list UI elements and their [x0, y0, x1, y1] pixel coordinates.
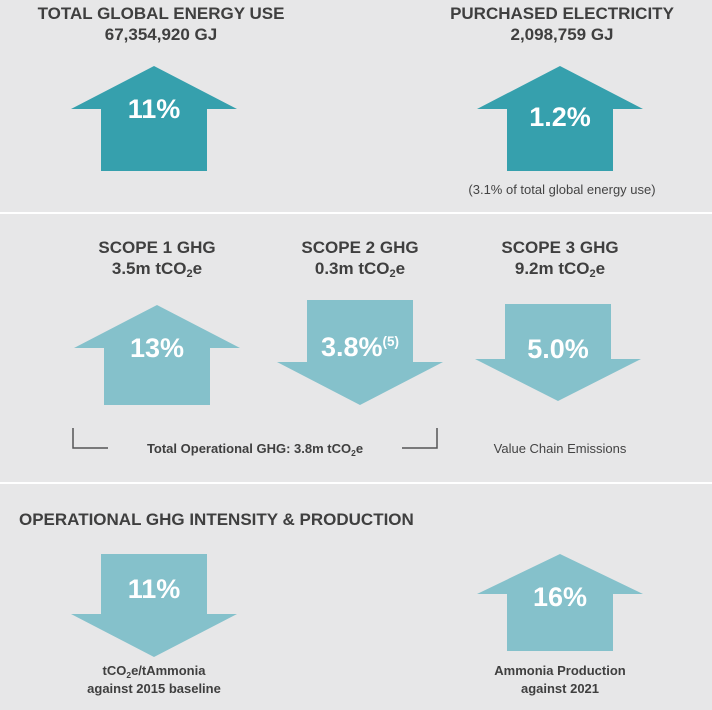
scope3-title-text: SCOPE 3 GHG	[501, 238, 619, 257]
scope2-percent-text: 3.8%	[320, 332, 383, 362]
arrow-down-icon: 11%	[71, 554, 237, 657]
intensity-left-caption-line2: against 2015 baseline	[87, 681, 221, 696]
scope2-value-prefix: 0.3m tCO	[314, 259, 390, 278]
scope2-value-sub: 2	[389, 268, 396, 280]
electricity-percent: 1.2%	[529, 102, 591, 132]
total-energy-title: TOTAL GLOBAL ENERGY USE 67,354,920 GJ	[0, 3, 322, 45]
arrow-down-icon: 3.8%(5)	[277, 300, 443, 405]
arrow-up-icon: 1.2%	[477, 66, 643, 171]
scope1-value-suffix: e	[192, 259, 203, 278]
scope1-percent: 13%	[129, 333, 185, 363]
arrow-up-icon: 16%	[477, 554, 643, 651]
operational-total-prefix: Total Operational GHG: 3.8m tCO	[146, 441, 352, 456]
scope2-value-suffix: e	[395, 259, 406, 278]
scope3-value-prefix: 9.2m tCO	[514, 259, 590, 278]
arrow-up-icon: 13%	[74, 305, 240, 405]
scope3-percent: 5.0%	[527, 334, 589, 364]
section-divider	[0, 212, 712, 214]
electricity-note: (3.1% of total global energy use)	[468, 182, 656, 197]
scope3-value-sub: 2	[589, 268, 596, 280]
arrow-up-icon: 11%	[71, 66, 237, 171]
scope2-value: 0.3m tCO2e	[275, 258, 445, 280]
value-chain-label: Value Chain Emissions	[493, 441, 627, 456]
total-energy-title-text: TOTAL GLOBAL ENERGY USE	[37, 4, 285, 23]
scope1-value-prefix: 3.5m tCO	[111, 259, 187, 278]
intensity-right-caption-line2: against 2021	[520, 681, 600, 696]
intensity-right-caption: Ammonia Production against 2021	[460, 662, 660, 698]
scope1-title: SCOPE 1 GHG 3.5m tCO2e	[72, 237, 242, 280]
scope3-value-suffix: e	[595, 259, 606, 278]
total-energy-value: 67,354,920 GJ	[104, 25, 218, 44]
scope1-value-sub: 2	[186, 268, 193, 280]
operational-total-sub: 2	[351, 448, 356, 458]
scope2-percent: 3.8%(5)	[277, 332, 443, 363]
total-energy-percent: 11%	[127, 94, 181, 124]
intensity-right-percent: 16%	[532, 582, 588, 612]
operational-total: Total Operational GHG: 3.8m tCO2e	[108, 440, 402, 458]
scope2-footnote: (5)	[382, 334, 400, 349]
scope1-value: 3.5m tCO2e	[72, 258, 242, 280]
electricity-title-text: PURCHASED ELECTRICITY	[450, 4, 674, 23]
operational-total-suffix: e	[355, 441, 364, 456]
electricity-value: 2,098,759 GJ	[510, 25, 614, 44]
scope2-title-text: SCOPE 2 GHG	[301, 238, 419, 257]
scope3-title: SCOPE 3 GHG 9.2m tCO2e	[475, 237, 645, 280]
intensity-left-percent: 11%	[127, 574, 181, 604]
intensity-left-caption-prefix: tCO	[102, 663, 127, 678]
scope1-title-text: SCOPE 1 GHG	[98, 238, 216, 257]
arrow-down-icon: 5.0%	[475, 304, 641, 401]
electricity-title: PURCHASED ELECTRICITY 2,098,759 GJ	[412, 3, 712, 45]
intensity-left-caption-line1: tCO2e/tAmmonia	[54, 662, 254, 680]
intensity-left-caption: tCO2e/tAmmonia against 2015 baseline	[54, 662, 254, 698]
scope2-title: SCOPE 2 GHG 0.3m tCO2e	[275, 237, 445, 280]
intensity-right-caption-line1: Ammonia Production	[494, 663, 626, 678]
section-divider	[0, 482, 712, 484]
intensity-left-caption-suffix: e/tAmmonia	[131, 663, 206, 678]
scope3-value: 9.2m tCO2e	[475, 258, 645, 280]
operational-bracket	[72, 428, 438, 449]
intensity-left-caption-sub: 2	[126, 670, 132, 680]
intensity-heading: OPERATIONAL GHG INTENSITY & PRODUCTION	[19, 510, 414, 529]
